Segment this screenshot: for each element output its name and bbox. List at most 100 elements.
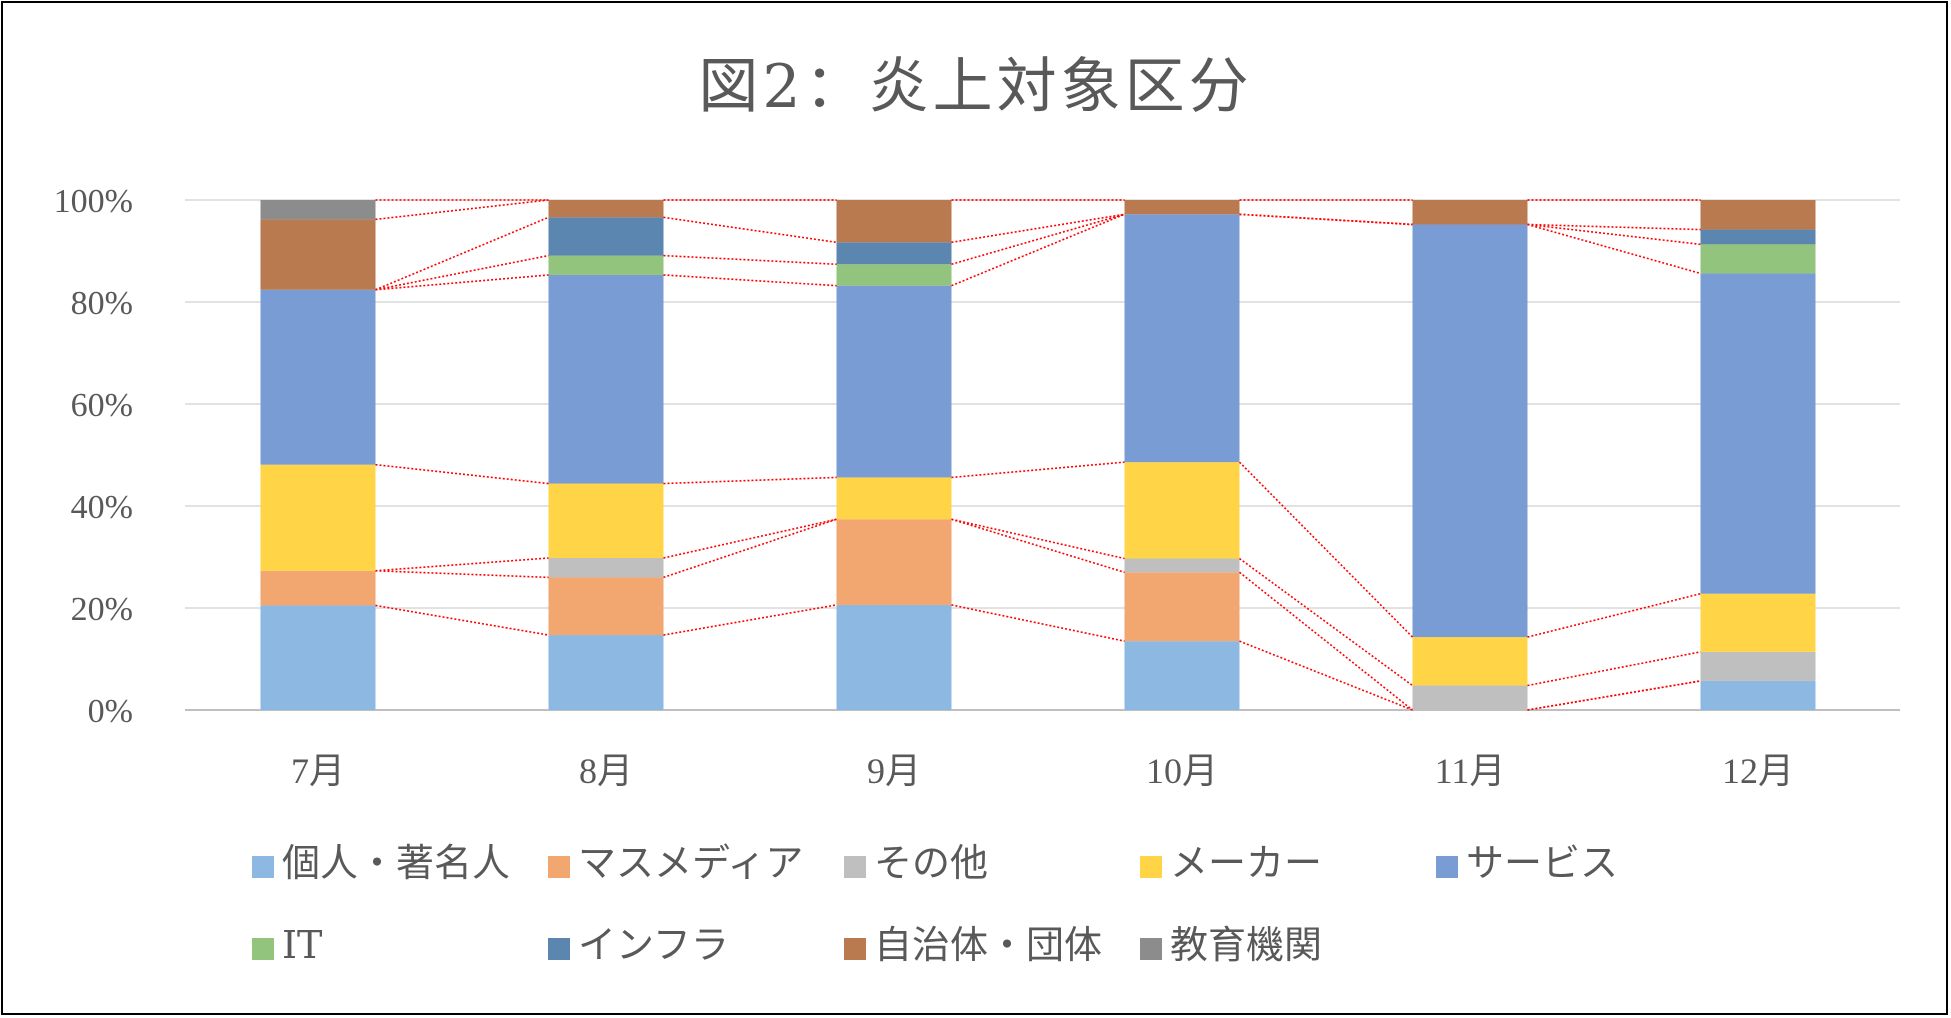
bar-segment xyxy=(1124,572,1240,642)
bar-segment xyxy=(1700,244,1816,274)
bar-segment xyxy=(548,483,664,559)
x-axis-ticks: 7月 8月 9月 10月 11月 12月 xyxy=(291,751,1794,791)
bar-segment xyxy=(836,264,952,286)
bar-segment xyxy=(1412,224,1528,638)
legend-swatch xyxy=(548,938,570,960)
bar-segment xyxy=(260,219,376,290)
bar-segment xyxy=(836,242,952,265)
bar-segment xyxy=(260,605,376,710)
y-tick-label: 60% xyxy=(71,387,133,424)
legend-swatch xyxy=(252,856,274,878)
series-line xyxy=(1238,461,1414,638)
bar-segment xyxy=(1700,593,1816,652)
bar-segment xyxy=(836,477,952,520)
series-line xyxy=(663,518,837,559)
legend-swatch xyxy=(548,856,570,878)
series-line xyxy=(1527,223,1701,275)
series-line xyxy=(375,216,549,291)
series-line xyxy=(375,274,549,291)
bar-segment xyxy=(548,558,664,578)
series-line xyxy=(951,518,1125,560)
bar-segment xyxy=(1124,462,1240,559)
bar-segment xyxy=(260,464,376,571)
series-line xyxy=(951,604,1125,642)
legend-label: IT xyxy=(282,923,322,967)
series-lines xyxy=(375,199,1701,711)
bar-segment xyxy=(260,570,376,606)
legend-label: サービス xyxy=(1466,841,1618,885)
series-line xyxy=(1239,640,1413,711)
gridlines xyxy=(185,199,1900,711)
bar-segment xyxy=(1700,200,1816,230)
bar-segment xyxy=(548,577,664,636)
series-line xyxy=(375,463,549,485)
series-line xyxy=(1239,557,1413,687)
bars xyxy=(260,200,1816,710)
x-tick-label: 11月 xyxy=(1435,751,1506,791)
bar-segment xyxy=(836,604,952,710)
bar-segment xyxy=(1700,680,1816,710)
bar-segment xyxy=(260,289,376,465)
series-line xyxy=(663,254,837,266)
series-line xyxy=(951,518,1125,574)
bar-segment xyxy=(836,519,952,605)
series-line xyxy=(663,518,837,579)
y-tick-label: 0% xyxy=(88,693,133,730)
series-line xyxy=(375,557,549,572)
bar-segment xyxy=(548,274,664,484)
bar-segment xyxy=(1700,651,1816,681)
y-axis-ticks: 0% 20% 40% 60% 80% 100% xyxy=(54,183,133,730)
series-line xyxy=(375,199,549,221)
series-line xyxy=(375,604,549,636)
bar-segment xyxy=(548,217,664,256)
bar-segment xyxy=(1124,641,1240,710)
legend-swatch xyxy=(1436,856,1458,878)
bar-segment xyxy=(548,635,664,710)
legend-label: 自治体・団体 xyxy=(874,923,1102,967)
bar-segment xyxy=(1412,685,1528,710)
chart-title: 図2：炎上対象区分 xyxy=(698,52,1253,122)
series-line xyxy=(1527,223,1701,231)
legend-label: その他 xyxy=(874,841,988,885)
bar-segment xyxy=(548,200,664,218)
series-line xyxy=(663,604,837,636)
bar-segment xyxy=(1124,214,1240,463)
series-line xyxy=(663,274,837,287)
bar-segment xyxy=(1700,273,1816,594)
x-tick-label: 7月 xyxy=(291,751,345,791)
y-tick-label: 80% xyxy=(71,285,133,322)
legend-swatch xyxy=(844,856,866,878)
series-line xyxy=(951,213,1125,287)
bar-segment xyxy=(1412,200,1528,225)
y-tick-label: 100% xyxy=(54,183,133,220)
legend-label: 教育機関 xyxy=(1170,923,1322,967)
legend: 個人・著名人 マスメディア その他 メーカー サービス IT インフラ 自治体・団体 教育機関 xyxy=(252,841,1618,967)
x-tick-label: 8月 xyxy=(579,751,633,791)
legend-swatch xyxy=(252,938,274,960)
series-line xyxy=(951,213,1125,244)
series-line xyxy=(663,216,837,244)
series-line xyxy=(951,213,1125,266)
bar-segment xyxy=(1124,558,1240,573)
x-tick-label: 12月 xyxy=(1722,751,1794,791)
x-tick-label: 9月 xyxy=(867,751,921,791)
bar-segment xyxy=(1700,229,1816,245)
series-line xyxy=(663,476,837,485)
legend-swatch xyxy=(844,938,866,960)
bar-segment xyxy=(836,285,952,478)
series-line xyxy=(375,569,549,579)
series-line xyxy=(1527,680,1701,711)
series-line xyxy=(1527,651,1701,687)
bar-segment xyxy=(1124,200,1240,215)
series-line xyxy=(375,254,549,291)
legend-label: 個人・著名人 xyxy=(282,841,510,885)
series-line xyxy=(1239,213,1413,226)
bar-segment xyxy=(836,200,952,243)
series-line xyxy=(951,461,1125,479)
series-line xyxy=(1527,592,1701,638)
x-tick-label: 10月 xyxy=(1146,751,1218,791)
legend-label: マスメディア xyxy=(578,841,803,885)
series-line xyxy=(1239,571,1413,711)
y-tick-label: 40% xyxy=(71,489,133,526)
